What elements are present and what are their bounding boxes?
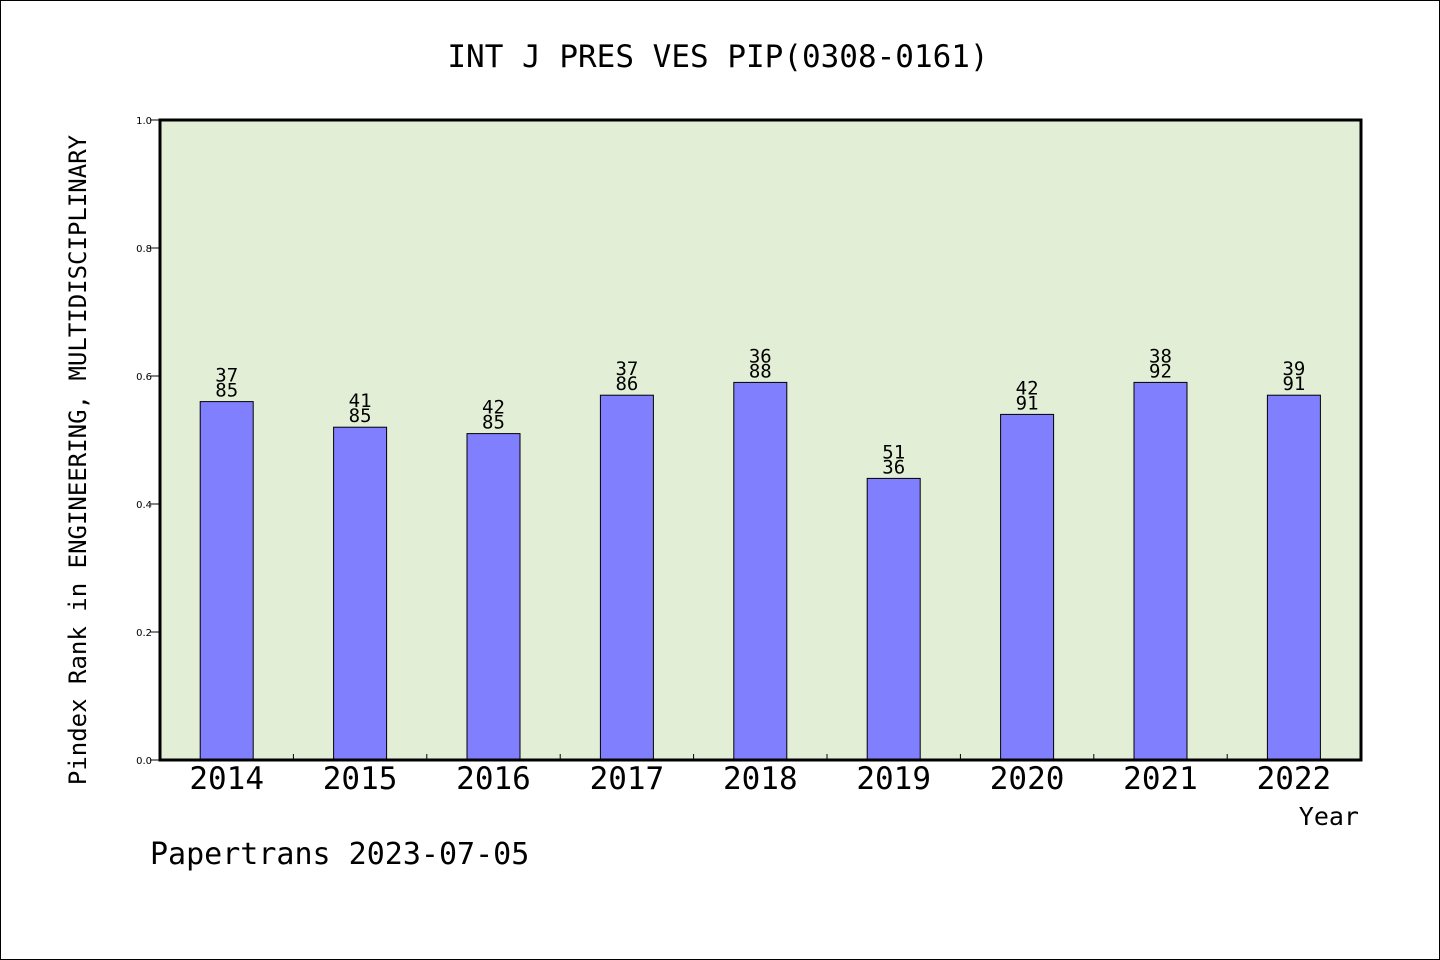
y-tick-label-0.6: 0.6 xyxy=(136,372,152,383)
bar-label-bottom-2022: 91 xyxy=(1282,373,1305,395)
bar-label-top-2020: 42 xyxy=(1016,377,1039,399)
y-tick-label-0.2: 0.2 xyxy=(136,628,152,639)
x-ticks-layer: 2014 2015 2016 2017 2018 2019 2020 2021 2022 xyxy=(189,754,1331,797)
x-tick-label-2020: 2020 xyxy=(990,761,1065,797)
y-tick-label-1.0: 1.0 xyxy=(136,116,152,127)
y-ticks-layer: 0.0 0.2 0.4 0.6 0.8 1.0 xyxy=(136,116,160,767)
bar-label-bottom-2021: 92 xyxy=(1149,360,1172,382)
x-tick-label-2015: 2015 xyxy=(323,761,398,797)
bar-label-bottom-2014: 85 xyxy=(215,380,238,402)
bars-layer xyxy=(199,381,1321,761)
y-tick-label-0.4: 0.4 xyxy=(136,500,152,511)
bar-label-top-2014: 37 xyxy=(215,365,238,387)
x-tick-label-2021: 2021 xyxy=(1123,761,1198,797)
x-tick-label-2017: 2017 xyxy=(590,761,665,797)
bar-label-bottom-2017: 86 xyxy=(615,373,638,395)
x-tick-label-2016: 2016 xyxy=(456,761,531,797)
bar-label-top-2021: 38 xyxy=(1149,345,1172,367)
bar-label-bottom-2020: 91 xyxy=(1016,392,1039,414)
bar-2016 xyxy=(466,433,521,761)
bar-2015 xyxy=(333,426,388,761)
y-axis-label: Pindex Rank in ENGINEERING, MULTIDISCIPL… xyxy=(64,134,92,785)
x-tick-label-2019: 2019 xyxy=(856,761,931,797)
bar-2021 xyxy=(1133,381,1188,761)
x-tick-label-2018: 2018 xyxy=(723,761,798,797)
bar-label-top-2019: 51 xyxy=(882,441,905,463)
bar-label-top-2018: 36 xyxy=(749,345,772,367)
footer-text: Papertrans 2023-07-05 xyxy=(150,837,529,872)
bar-label-bottom-2019: 36 xyxy=(882,456,905,478)
x-tick-label-2022: 2022 xyxy=(1257,761,1332,797)
bar-label-bottom-2015: 85 xyxy=(349,405,372,427)
bar-2014 xyxy=(199,401,254,761)
bar-2019 xyxy=(866,477,921,761)
bar-label-top-2015: 41 xyxy=(349,390,372,412)
bar-2022 xyxy=(1266,394,1321,761)
y-tick-label-0.8: 0.8 xyxy=(136,244,152,255)
bar-2018 xyxy=(733,381,788,761)
bar-label-top-2017: 37 xyxy=(615,358,638,380)
bar-2020 xyxy=(1000,413,1055,761)
bar-2017 xyxy=(599,394,654,761)
bar-label-top-2022: 39 xyxy=(1282,358,1305,380)
bar-label-bottom-2018: 88 xyxy=(749,360,772,382)
chart-title: INT J PRES VES PIP(0308-0161) xyxy=(447,39,988,75)
x-tick-label-2014: 2014 xyxy=(189,761,264,797)
bar-label-top-2016: 42 xyxy=(482,397,505,419)
x-axis-label: Year xyxy=(1299,802,1359,831)
y-tick-label-0.0: 0.0 xyxy=(136,756,152,767)
plot-border xyxy=(158,118,1363,762)
bar-label-bottom-2016: 85 xyxy=(482,412,505,434)
